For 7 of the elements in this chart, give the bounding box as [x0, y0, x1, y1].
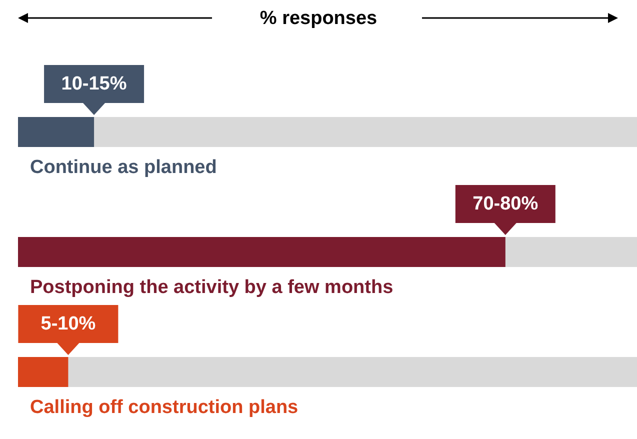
y-tick-label: Postponing the activity by a few months: [30, 277, 394, 298]
y-tick-label: Continue as planned: [30, 157, 217, 178]
annotation: 5-10%: [40, 314, 96, 334]
chart-title: % responses: [260, 8, 378, 29]
annotation: 70-80%: [472, 194, 538, 214]
y-tick-label: Calling off construction plans: [30, 397, 298, 418]
text: 10-15%: [61, 74, 127, 94]
